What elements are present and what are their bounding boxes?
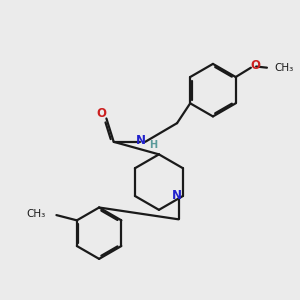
- Text: O: O: [96, 107, 106, 120]
- Text: CH₃: CH₃: [26, 208, 45, 219]
- Text: N: N: [136, 134, 146, 147]
- Text: O: O: [251, 59, 261, 72]
- Text: N: N: [172, 190, 182, 202]
- Text: CH₃: CH₃: [274, 63, 294, 73]
- Text: H: H: [149, 140, 158, 150]
